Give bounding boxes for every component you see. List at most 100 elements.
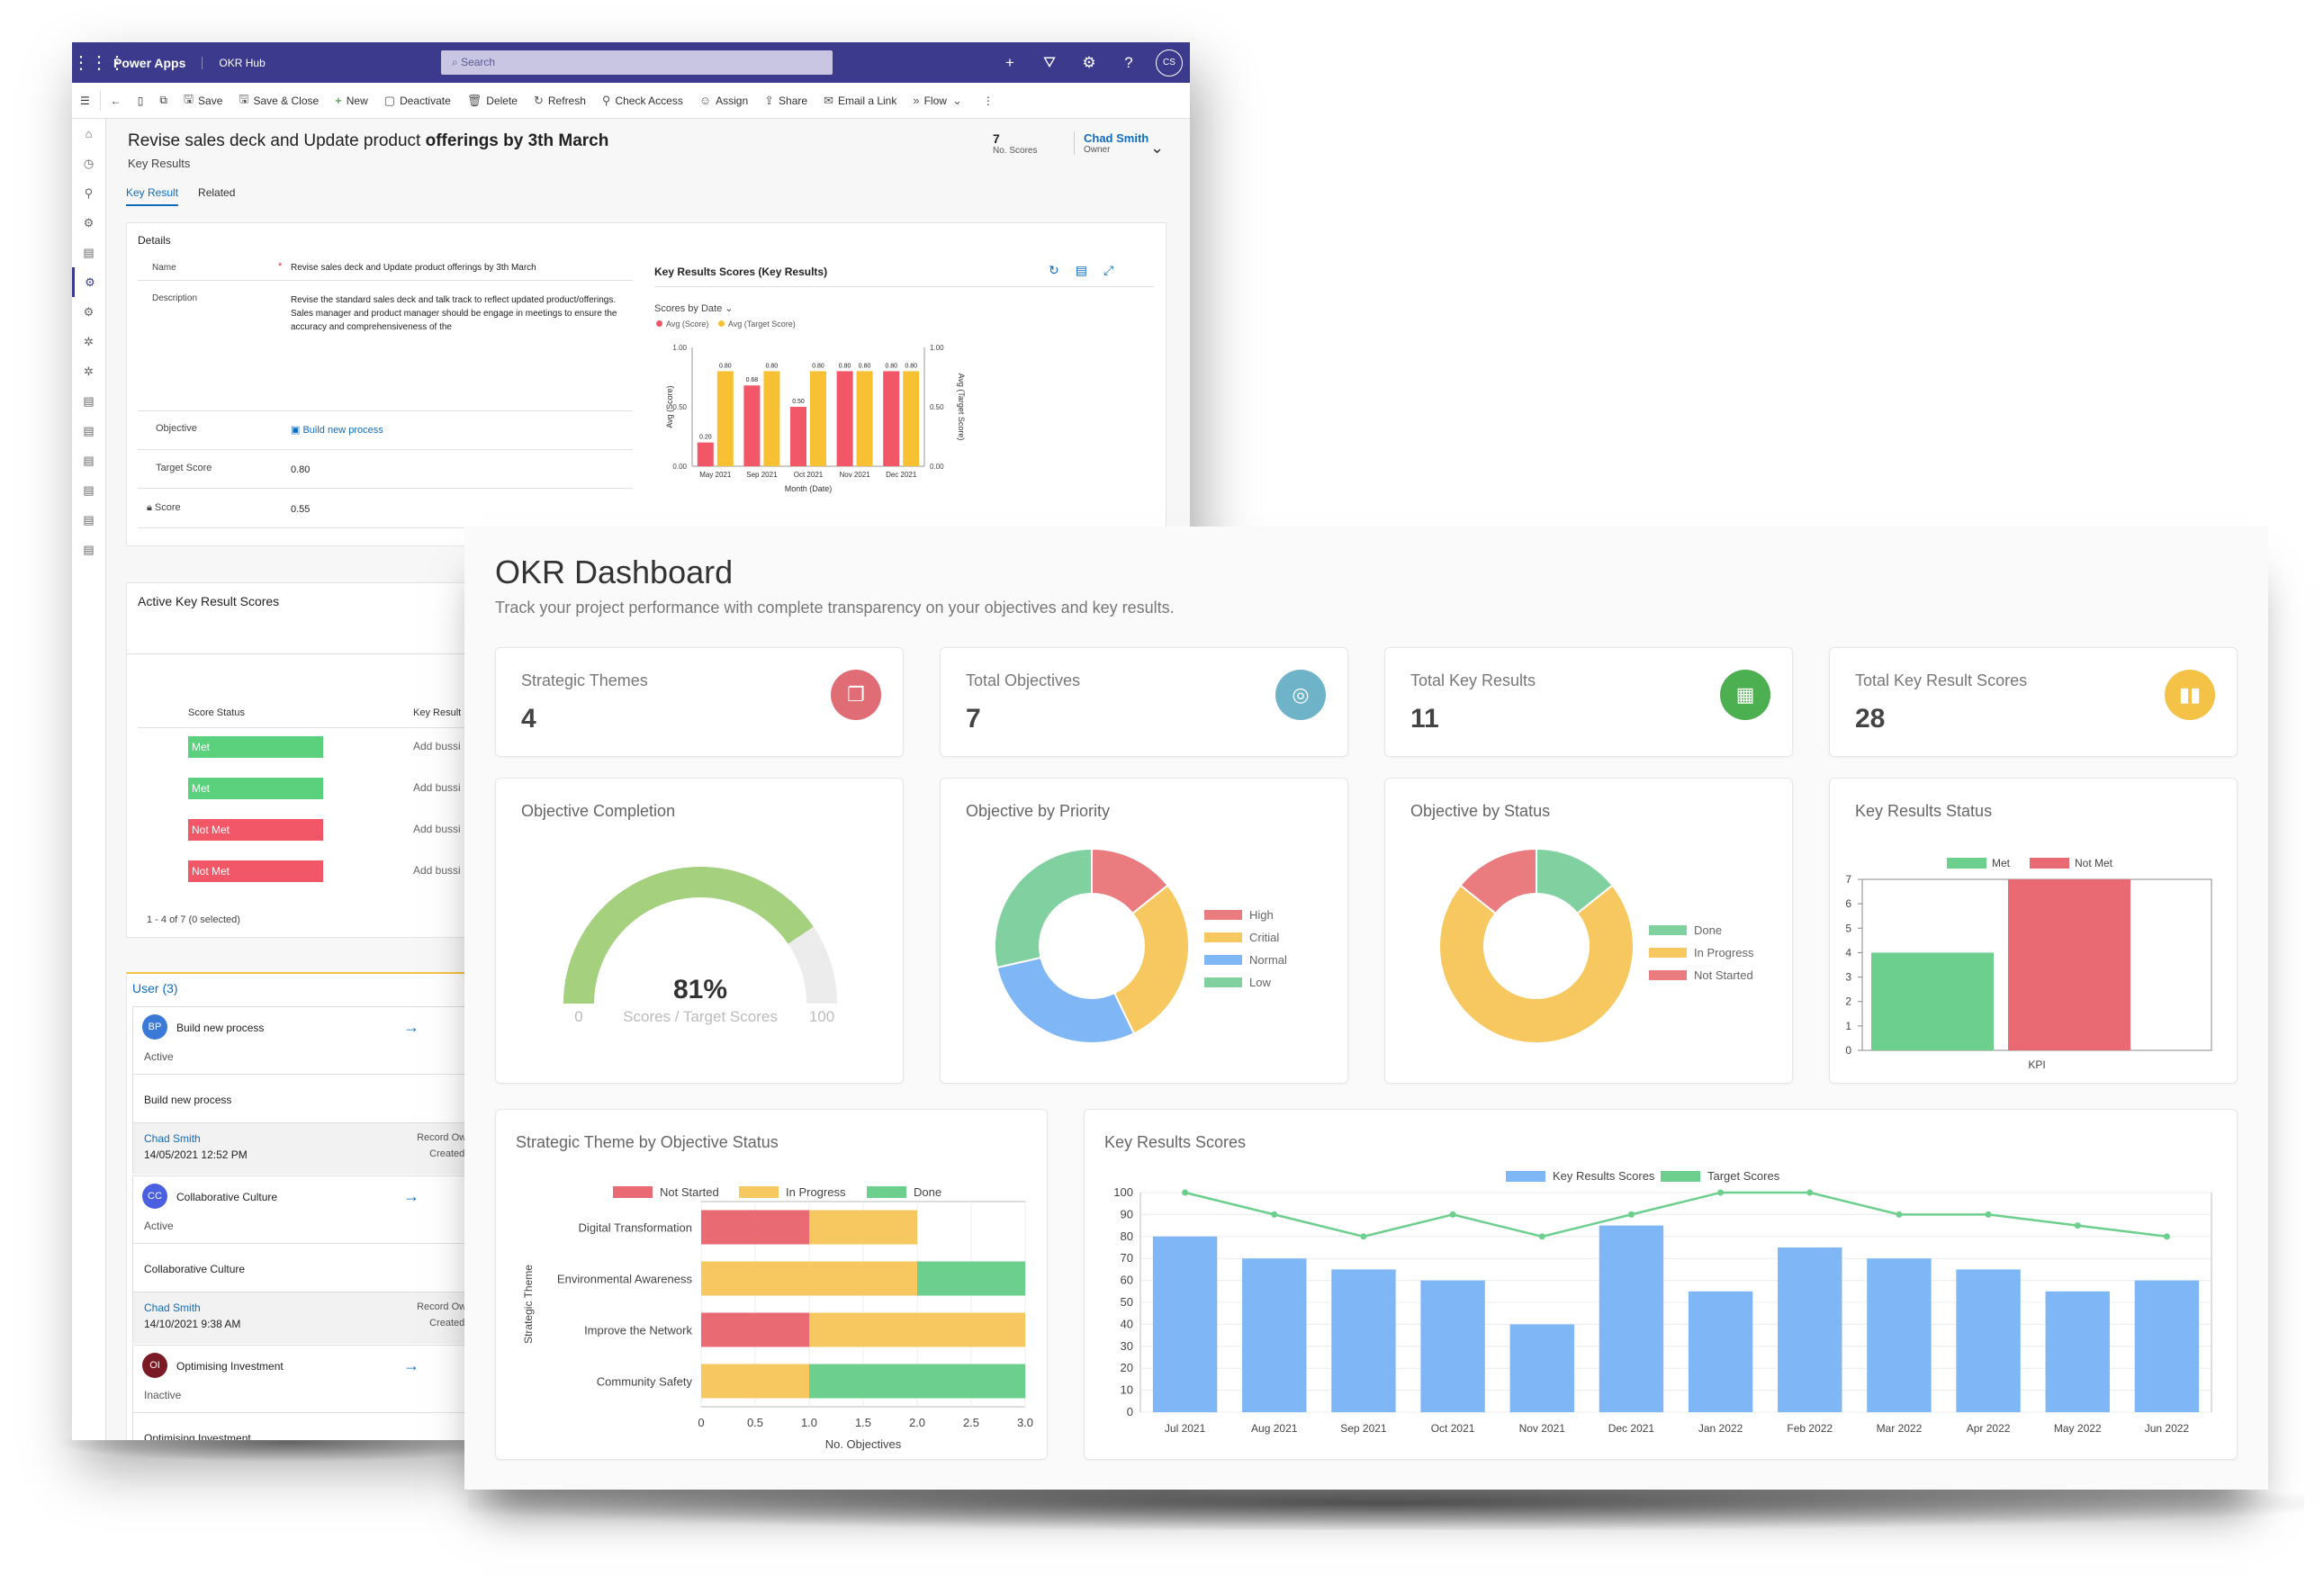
more-icon[interactable]: ⋮ — [982, 94, 994, 107]
save-button[interactable]: 🖫 Save — [176, 91, 230, 111]
new-label: New — [346, 94, 368, 107]
nav-item-icon[interactable]: ▤ — [83, 483, 95, 497]
kpi-card-strategic-themes[interactable]: Strategic Themes 4 ❐ — [495, 647, 904, 757]
nav-item-icon[interactable]: ▤ — [83, 424, 95, 437]
global-search-input[interactable]: ⌕ Search — [441, 50, 833, 75]
email-link-button[interactable]: ✉ Email a Link — [815, 94, 905, 108]
subgrid-paging-status: 1 - 4 of 7 (0 selected) — [147, 914, 240, 925]
expand-icon[interactable]: ⤢ — [1103, 263, 1130, 277]
share-button[interactable]: ⇪ Share — [756, 94, 815, 108]
hamburger-icon[interactable]: ☰ — [80, 94, 90, 107]
tab-related[interactable]: Related — [198, 186, 236, 199]
chart-view-selector[interactable]: Scores by Date ⌄ — [654, 302, 733, 314]
arrow-right-icon[interactable]: → — [403, 1187, 419, 1205]
y-tick-label: 0.50 — [672, 403, 687, 411]
header-expand-chevron-icon[interactable]: ⌄ — [1150, 139, 1165, 157]
user-card[interactable]: BP Build new process → Active Build new … — [132, 1006, 484, 1175]
nav-item-active-icon[interactable]: ⚙ — [72, 267, 105, 297]
key-results-status-chart: 0 1 2 3 4 5 6 7 Met Not Met KPI — [1845, 857, 2212, 1071]
description-field[interactable]: Revise the standard sales deck and talk … — [291, 295, 617, 332]
divider — [654, 286, 1154, 287]
legend-swatch — [739, 1186, 779, 1198]
kpi-card-total-key-results[interactable]: Total Key Results 11 ▦ — [1384, 647, 1793, 757]
app-launcher-icon[interactable]: ⋮⋮⋮ — [72, 53, 126, 73]
key-result-link[interactable]: Add bussi — [413, 781, 461, 794]
owner-link[interactable]: Chad Smith — [144, 1132, 201, 1145]
assign-button[interactable]: ☺ Assign — [691, 94, 756, 107]
owner-link[interactable]: Chad Smith — [1084, 131, 1149, 145]
nav-item-icon[interactable]: ▤ — [83, 543, 95, 556]
owner-link[interactable]: Chad Smith — [144, 1301, 201, 1314]
search-icon: ⌕ — [452, 56, 462, 68]
nav-item-icon[interactable]: ▤ — [83, 394, 95, 408]
legend-label: Not Met — [2075, 857, 2113, 869]
key-result-link[interactable]: Add bussi — [413, 864, 461, 877]
card-name[interactable]: Collaborative Culture — [176, 1191, 278, 1203]
strategic-theme-status-chart: 0 0.5 1.0 1.5 2.0 2.5 3.0 Digital Transformatio… — [522, 1185, 1033, 1451]
nav-item-icon[interactable]: ⚙ — [83, 305, 95, 319]
popout-icon[interactable]: ⧉ — [159, 94, 167, 106]
new-button[interactable]: + New — [327, 94, 376, 107]
home-icon[interactable]: ⌂ — [85, 127, 93, 140]
gear-icon[interactable]: ⚙ — [1082, 53, 1096, 71]
target-score-field[interactable]: 0.80 — [291, 464, 311, 475]
key-result-link[interactable]: Add bussi — [413, 823, 461, 835]
bar-key-results-score — [1420, 1280, 1485, 1412]
x-tick-label: May 2021 — [699, 471, 732, 479]
chevron-down-icon: ⌄ — [951, 93, 962, 107]
nav-item-icon[interactable]: ▤ — [83, 246, 95, 259]
divider — [138, 410, 633, 411]
back-icon[interactable]: ← — [110, 94, 122, 107]
form-icon[interactable]: ▯ — [137, 94, 144, 107]
delete-label: Delete — [486, 94, 518, 107]
kpi-card-total-key-result-scores[interactable]: Total Key Result Scores 28 ▮▮ — [1829, 647, 2238, 757]
card-name[interactable]: Optimising Investment — [176, 1360, 284, 1373]
user-avatar[interactable]: CS — [1156, 49, 1183, 77]
y-axis-title: Avg (Score) — [665, 385, 674, 428]
legend-label: High — [1249, 908, 1274, 922]
column-header-key-result[interactable]: Key Result — [413, 707, 462, 718]
user-card[interactable]: OI Optimising Investment → Inactive Opti… — [132, 1345, 484, 1440]
column-header-score-status[interactable]: Score Status — [188, 707, 245, 718]
name-field[interactable]: Revise sales deck and Update product off… — [291, 263, 536, 273]
user-card[interactable]: CC Collaborative Culture → Active Collab… — [132, 1175, 484, 1344]
save-icon: 🖫 — [183, 91, 194, 105]
table-icon[interactable]: ▤ — [1075, 263, 1103, 277]
nav-item-icon[interactable]: ⚙ — [83, 216, 95, 230]
help-icon[interactable]: ? — [1124, 53, 1133, 71]
tab-key-result[interactable]: Key Result — [126, 186, 179, 206]
filter-icon[interactable]: ⛛ — [1042, 53, 1057, 71]
save-close-button[interactable]: 🖫 Save & Close — [230, 91, 327, 111]
nav-item-icon[interactable]: ▤ — [83, 454, 95, 467]
refresh-button[interactable]: ↻ Refresh — [526, 94, 594, 108]
plus-icon[interactable]: + — [1005, 53, 1014, 71]
legend-label: Met — [1992, 857, 2011, 869]
deactivate-button[interactable]: ▢ Deactivate — [376, 94, 459, 108]
key-result-link[interactable]: Add bussi — [413, 740, 461, 752]
card-name[interactable]: Build new process — [176, 1022, 265, 1034]
flow-button[interactable]: » Flow ⌄ — [905, 94, 974, 108]
point-target-score — [1271, 1211, 1278, 1218]
nav-item-icon[interactable]: ▤ — [83, 513, 95, 527]
check-access-button[interactable]: ⚲ Check Access — [594, 94, 691, 108]
nav-item-icon[interactable]: ✲ — [84, 335, 94, 348]
chart-view-label: Scores by Date — [654, 303, 723, 314]
arrow-right-icon[interactable]: → — [403, 1356, 419, 1374]
refresh-icon[interactable]: ↻ — [1049, 263, 1076, 277]
arrow-right-icon[interactable]: → — [403, 1018, 419, 1036]
hub-name[interactable]: OKR Hub — [202, 56, 266, 69]
kpi-value: 28 — [1855, 704, 1886, 734]
email-icon: ✉ — [824, 93, 833, 107]
app-name[interactable]: Power Apps — [113, 55, 186, 70]
status-badge: Met — [188, 778, 323, 799]
objective-lookup[interactable]: ▣ Build new process — [291, 424, 383, 436]
nav-item-icon[interactable]: ✲ — [84, 365, 94, 378]
delete-button[interactable]: 🗑 Delete — [459, 94, 526, 108]
kpi-card-total-objectives[interactable]: Total Objectives 7 ◎ — [940, 647, 1348, 757]
card-title: Key Results Scores — [1104, 1133, 1247, 1151]
pin-icon[interactable]: ⚲ — [84, 186, 94, 200]
objective-lookup-value: Build new process — [302, 425, 383, 436]
recent-icon[interactable]: ◷ — [83, 157, 95, 170]
card-state: Active — [144, 1050, 174, 1063]
gauge-value: 81% — [673, 975, 727, 1004]
